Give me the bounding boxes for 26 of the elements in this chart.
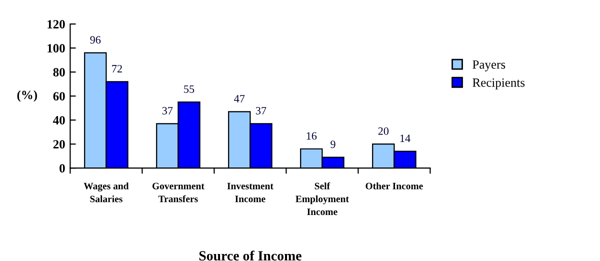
data-label: 37 xyxy=(256,106,266,114)
x-tick-label: Self Employment Income xyxy=(296,182,349,216)
x-axis-title: Source of Income xyxy=(199,250,302,261)
y-tick-label: 0 xyxy=(60,164,65,173)
y-tick-label: 80 xyxy=(53,68,65,76)
data-label: 9 xyxy=(330,140,336,148)
data-label: 47 xyxy=(234,95,245,102)
legend-label: Recipients xyxy=(472,78,525,90)
data-label: 37 xyxy=(162,106,173,114)
y-tick-label: 40 xyxy=(53,116,65,125)
data-label: 14 xyxy=(400,134,410,142)
legend-label: Payers xyxy=(472,60,506,72)
data-label: 72 xyxy=(112,64,122,72)
y-tick-label: 120 xyxy=(48,20,65,28)
y-tick-label: 100 xyxy=(48,44,65,52)
x-tick-label: Investment Income xyxy=(227,182,274,202)
y-tick-label: 60 xyxy=(53,92,65,101)
y-axis-title: (%) xyxy=(17,90,38,102)
data-label: 55 xyxy=(184,85,194,93)
data-label: 20 xyxy=(378,127,389,135)
data-label: 96 xyxy=(90,36,101,44)
data-label: 16 xyxy=(306,132,317,140)
x-tick-label: Wages and Salaries xyxy=(84,182,129,202)
x-tick-label: Other Income xyxy=(366,182,423,190)
y-tick-label: 20 xyxy=(53,140,65,149)
x-tick-label: Government Transfers xyxy=(152,182,204,202)
